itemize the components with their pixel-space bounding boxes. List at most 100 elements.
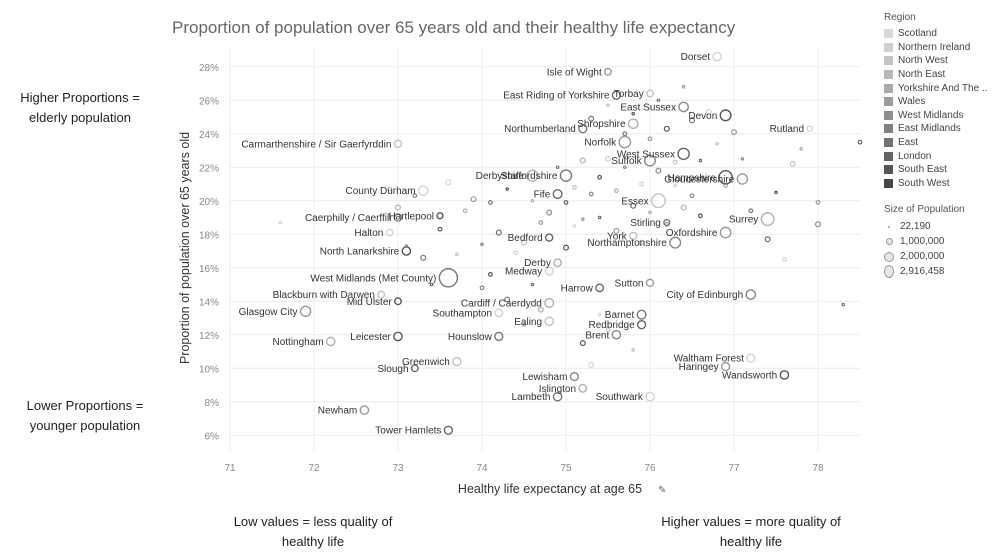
data-point[interactable] [611, 90, 622, 100]
data-point[interactable] [740, 157, 745, 161]
data-point[interactable] [325, 336, 336, 347]
data-point[interactable] [526, 169, 539, 182]
data-point[interactable] [588, 361, 595, 368]
data-point[interactable] [628, 231, 638, 241]
region-legend-item[interactable]: North West [884, 54, 988, 68]
data-point[interactable] [814, 221, 821, 228]
data-point[interactable] [841, 302, 846, 307]
data-point[interactable] [631, 111, 636, 116]
data-point[interactable] [522, 322, 526, 327]
data-point[interactable] [452, 356, 462, 367]
data-point[interactable] [639, 181, 644, 187]
data-point[interactable] [746, 353, 756, 363]
data-point[interactable] [630, 202, 637, 209]
data-point[interactable] [563, 200, 569, 205]
data-point[interactable] [622, 165, 627, 170]
data-point[interactable] [604, 67, 612, 76]
data-point[interactable] [669, 236, 682, 249]
data-point[interactable] [605, 327, 611, 333]
data-point[interactable] [572, 184, 577, 190]
data-point[interactable] [436, 212, 444, 220]
data-point[interactable] [553, 258, 563, 268]
region-legend-item[interactable]: North East [884, 68, 988, 82]
data-point[interactable] [718, 170, 733, 185]
data-point[interactable] [656, 98, 661, 103]
data-point[interactable] [420, 254, 427, 261]
data-point[interactable] [562, 244, 569, 251]
data-point[interactable] [559, 169, 573, 182]
data-point[interactable] [719, 226, 732, 239]
data-point[interactable] [546, 209, 553, 216]
data-point[interactable] [677, 147, 690, 161]
data-point[interactable] [645, 391, 655, 402]
region-legend-item[interactable]: South East [884, 163, 988, 177]
data-point[interactable] [638, 239, 645, 246]
data-point[interactable] [782, 256, 787, 262]
region-legend-item[interactable]: London [884, 149, 988, 163]
region-legend-item[interactable]: Wales [884, 95, 988, 109]
data-point[interactable] [618, 135, 632, 149]
data-point[interactable] [705, 108, 712, 115]
data-point[interactable] [488, 200, 493, 205]
data-point[interactable] [578, 383, 588, 393]
data-point[interactable] [745, 289, 757, 300]
data-point[interactable] [530, 198, 535, 203]
data-point[interactable] [438, 268, 459, 288]
data-point[interactable] [394, 297, 402, 306]
data-point[interactable] [595, 283, 605, 293]
data-point[interactable] [417, 185, 429, 197]
data-point[interactable] [552, 189, 563, 200]
data-point[interactable] [580, 217, 585, 221]
pin-icon[interactable]: ✎ [658, 485, 666, 496]
data-point[interactable] [789, 160, 796, 167]
data-point[interactable] [857, 139, 863, 145]
data-point[interactable] [645, 278, 655, 288]
data-point[interactable] [437, 226, 443, 232]
data-point[interactable] [597, 312, 602, 317]
data-points[interactable] [278, 51, 863, 435]
data-point[interactable] [520, 239, 527, 246]
data-point[interactable] [698, 158, 703, 163]
data-point[interactable] [278, 220, 283, 225]
data-point[interactable] [715, 142, 720, 146]
data-point[interactable] [597, 215, 602, 220]
data-point[interactable] [410, 364, 419, 373]
data-point[interactable] [646, 89, 654, 98]
data-point[interactable] [445, 179, 452, 186]
data-point[interactable] [636, 320, 647, 330]
data-point[interactable] [401, 246, 412, 256]
region-legend-item[interactable]: East Midlands [884, 122, 988, 136]
region-legend-list[interactable]: Scotland Northern Ireland North West North … [884, 27, 988, 190]
data-point[interactable] [555, 165, 560, 170]
region-legend-item[interactable]: Scotland [884, 27, 988, 41]
data-point[interactable] [479, 285, 485, 291]
data-point[interactable] [648, 210, 652, 215]
data-point[interactable] [393, 331, 403, 342]
data-point[interactable] [806, 125, 813, 132]
data-point[interactable] [678, 101, 689, 113]
data-point[interactable] [377, 290, 386, 299]
data-point[interactable] [799, 147, 804, 151]
data-point[interactable] [579, 157, 586, 164]
data-point[interactable] [636, 309, 647, 320]
data-point[interactable] [720, 361, 731, 372]
data-point[interactable] [544, 297, 555, 308]
data-point[interactable] [643, 154, 657, 167]
data-point[interactable] [387, 186, 393, 192]
data-point[interactable] [569, 371, 580, 382]
data-point[interactable] [774, 190, 778, 195]
data-point[interactable] [454, 252, 459, 257]
data-point[interactable] [680, 204, 687, 211]
data-point[interactable] [606, 103, 610, 108]
data-point[interactable] [505, 187, 510, 191]
data-point[interactable] [579, 340, 586, 347]
data-point[interactable] [689, 193, 695, 199]
data-point[interactable] [494, 331, 504, 342]
data-point[interactable] [672, 159, 678, 165]
data-point[interactable] [613, 227, 620, 234]
data-point[interactable] [537, 306, 544, 313]
region-legend-item[interactable]: East [884, 136, 988, 150]
data-point[interactable] [462, 208, 468, 214]
region-legend-item[interactable]: Yorkshire And The .. [884, 81, 988, 95]
data-point[interactable] [655, 167, 662, 174]
